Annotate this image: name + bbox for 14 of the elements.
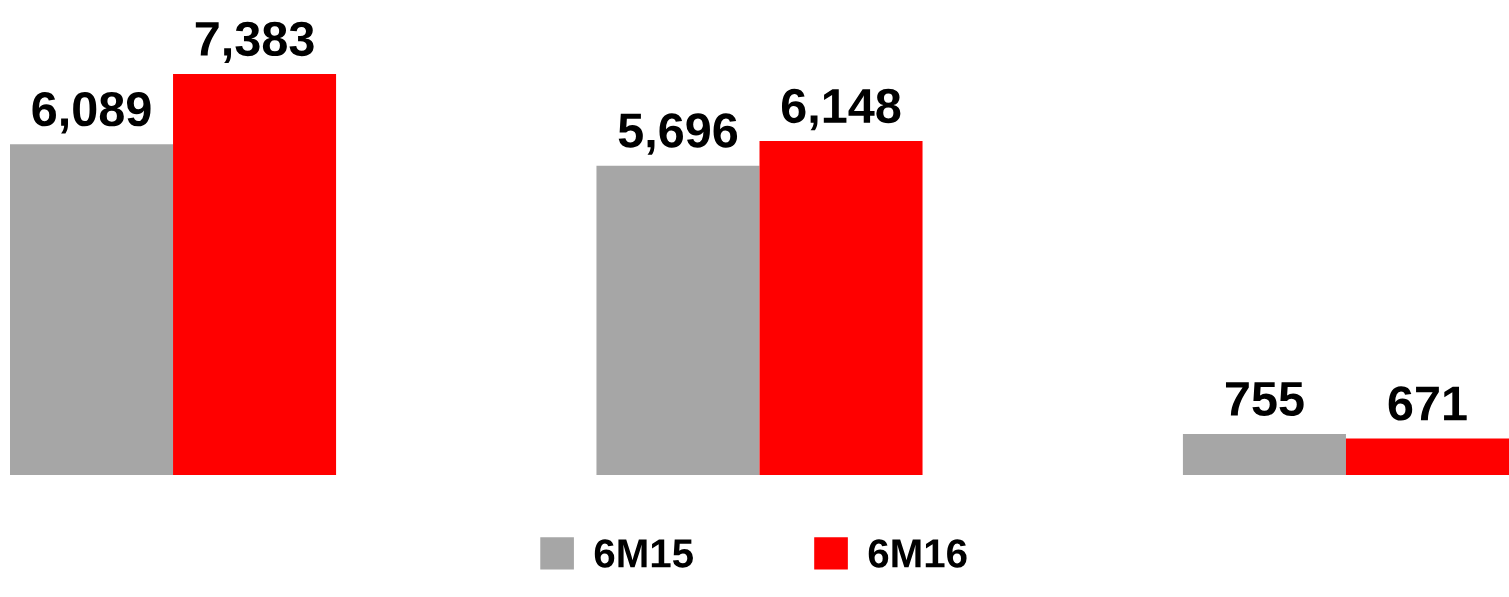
data-label: 6,089 — [32, 91, 151, 134]
data-label: 6,148 — [781, 88, 901, 131]
bar — [596, 165, 760, 475]
legend-label: 6M15 — [594, 539, 693, 568]
legend-label: 6M16 — [868, 539, 967, 568]
bar — [759, 141, 923, 475]
bar — [173, 74, 337, 475]
bar — [1345, 438, 1509, 475]
bar — [10, 144, 174, 475]
data-label: 7,383 — [195, 21, 314, 64]
bar — [1182, 433, 1346, 475]
data-label: 755 — [1225, 382, 1304, 417]
data-label: 671 — [1388, 386, 1467, 421]
data-label: 5,696 — [618, 113, 738, 155]
